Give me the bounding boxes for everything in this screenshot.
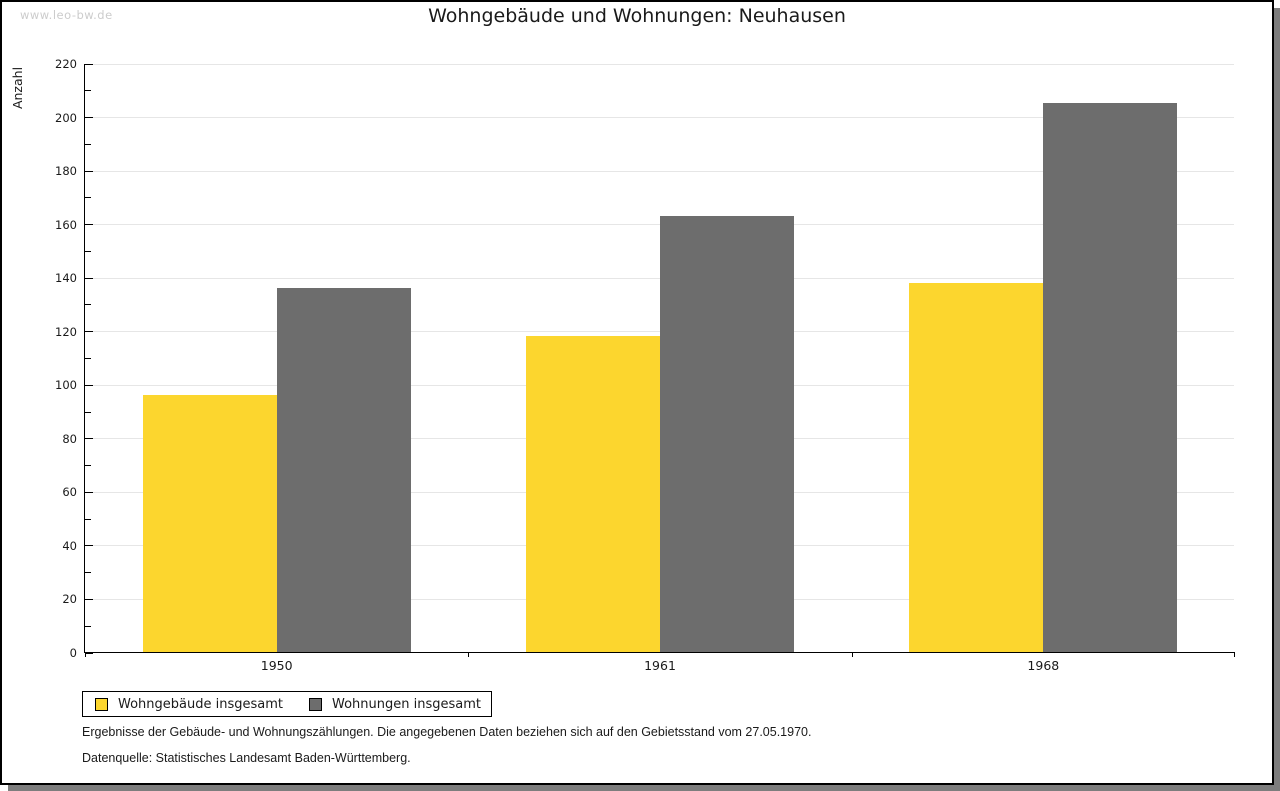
x-boundary-tick [85, 652, 86, 657]
chart-title: Wohngebäude und Wohnungen: Neuhausen [428, 5, 846, 27]
y-tick-label: 100 [55, 378, 77, 393]
bar-1950-series1 [142, 394, 277, 652]
y-major-tick [85, 652, 93, 654]
y-tick-label: 60 [62, 485, 77, 500]
y-major-tick [85, 170, 93, 172]
y-tick-label: 120 [55, 324, 77, 339]
y-major-tick [85, 438, 93, 440]
y-minor-tick [85, 358, 91, 359]
y-tick-label: 140 [55, 271, 77, 286]
gridline [85, 170, 1234, 172]
bar-1961-series1 [526, 336, 660, 652]
legend-swatch-icon [309, 697, 322, 711]
y-major-tick [85, 491, 93, 493]
bar-1968-series2 [1043, 103, 1178, 652]
watermark: www.leo-bw.de [20, 8, 113, 22]
bar-1961-series2 [660, 215, 794, 652]
x-category-label: 1961 [644, 658, 676, 673]
y-minor-tick [85, 143, 91, 145]
bar-1968-series1 [909, 282, 1044, 652]
gridline [85, 224, 1234, 226]
legend-item: Wohnungen insgesamt [309, 697, 481, 712]
legend-label: Wohnungen insgesamt [332, 696, 481, 712]
y-minor-tick [85, 304, 91, 306]
footer-note: Ergebnisse der Gebäude- und Wohnungszähl… [82, 725, 812, 739]
y-major-tick [85, 598, 93, 600]
y-minor-tick [85, 250, 91, 252]
page-shadow-right [1274, 8, 1280, 791]
y-major-tick [85, 384, 93, 386]
gridline [85, 331, 1234, 333]
x-category-label: 1950 [260, 658, 293, 673]
y-tick-label: 220 [55, 57, 77, 71]
footer-source: Datenquelle: Statistisches Landesamt Bad… [82, 751, 411, 765]
x-category-label: 1968 [1027, 658, 1060, 673]
legend-item: Wohngebäude insgesamt [95, 697, 283, 712]
x-boundary-tick [852, 652, 853, 657]
y-tick-label: 160 [55, 217, 77, 232]
plot-area: 1950 1961 1968 0 20 40 60 80 100 120 140 160 180 200 2… [55, 57, 1235, 673]
y-major-tick [85, 545, 93, 547]
y-tick-label: 20 [62, 592, 77, 607]
gridline [85, 63, 1234, 65]
y-tick-label: 80 [62, 431, 77, 446]
y-minor-tick [85, 197, 91, 199]
y-minor-tick [85, 90, 91, 92]
bar-1950-series2 [276, 287, 411, 652]
y-major-tick [85, 117, 93, 119]
y-minor-tick [85, 625, 91, 627]
y-major-tick [85, 224, 93, 226]
x-boundary-tick [1234, 652, 1235, 657]
gridline [85, 117, 1234, 119]
y-minor-tick [85, 572, 91, 574]
y-axis-title: Anzahl [10, 66, 25, 110]
y-tick-label: 40 [62, 538, 77, 553]
y-minor-tick [85, 465, 91, 467]
y-tick-label: 200 [55, 110, 77, 125]
gridline [85, 277, 1234, 279]
page-shadow-bottom [8, 785, 1280, 791]
y-major-tick [85, 63, 93, 65]
x-boundary-tick [468, 652, 469, 657]
y-minor-tick [85, 518, 91, 520]
legend-label: Wohngebäude insgesamt [118, 696, 283, 712]
legend-swatch-icon [95, 697, 108, 711]
y-major-tick [85, 277, 93, 279]
y-tick-label: 0 [69, 646, 77, 660]
y-minor-tick [85, 411, 91, 413]
y-major-tick [85, 331, 93, 333]
legend: Wohngebäude insgesamt Wohnungen insgesamt [82, 691, 492, 717]
y-tick-label: 180 [55, 164, 77, 179]
